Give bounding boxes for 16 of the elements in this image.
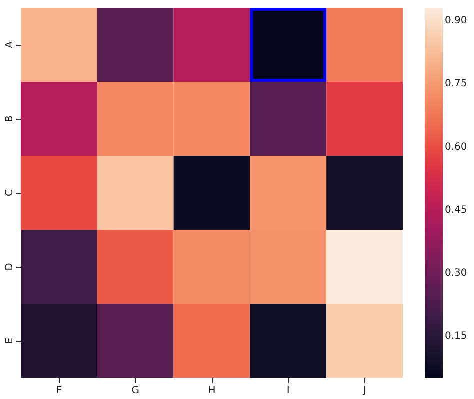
color-bar-label: 0.45 <box>445 204 468 216</box>
x-tick-label: G <box>132 386 140 396</box>
color-bar-label: 0.60 <box>445 142 468 153</box>
x-tick-label: J <box>362 386 366 396</box>
y-tick-label: C <box>4 189 16 196</box>
x-tick-label: I <box>286 386 290 396</box>
x-tick-label: H <box>208 386 216 396</box>
y-tick-label: D <box>4 262 16 271</box>
y-tick-label: E <box>4 338 16 344</box>
color-bar-label: 0.90 <box>445 16 468 27</box>
color-bar-label: 0.75 <box>445 78 468 90</box>
color-bar-label: 0.30 <box>445 268 468 279</box>
color-bar-label: 0.15 <box>445 330 468 342</box>
y-tick-label: A <box>4 41 16 48</box>
y-tick-label: B <box>4 115 16 122</box>
x-tick-label: F <box>56 386 62 396</box>
